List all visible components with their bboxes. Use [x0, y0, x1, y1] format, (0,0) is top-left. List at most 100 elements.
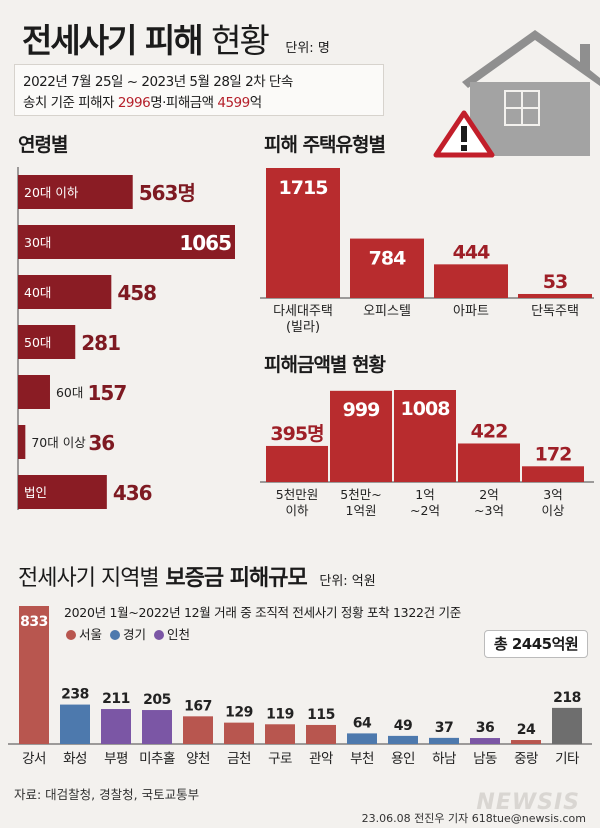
age-value-label: 436 [113, 481, 152, 505]
amount-category-label: 5천만원 이하 [276, 487, 318, 518]
region-bar [142, 710, 172, 744]
region-category-label: 하남 [432, 751, 456, 767]
region-bar [306, 724, 336, 744]
amount-bar [266, 445, 328, 482]
region-value-label: 205 [143, 692, 171, 708]
region-chart-title: 전세사기 지역별 보증금 피해규모 단위: 억원 [18, 560, 376, 592]
age-value-label: 1065 [179, 231, 231, 255]
type-bar [518, 293, 592, 298]
credit-line: 23.06.08 전진우 기자 618tue@newsis.com [361, 812, 586, 825]
amount-bar [394, 390, 456, 482]
region-value-label: 833 [20, 614, 48, 630]
region-category-label: 부평 [104, 751, 128, 767]
region-value-label: 211 [102, 691, 130, 707]
period-line: 2022년 7월 25일 ~ 2023년 5월 28일 2차 단속 [23, 74, 293, 90]
region-bar [183, 716, 213, 744]
region-bar [552, 707, 582, 744]
legend-gyeonggi: 경기 [110, 627, 146, 642]
age-category-label: 60대 [56, 385, 83, 400]
victims-count: 2996 [117, 95, 151, 111]
house-type-chart: 1715 다세대주택 (빌라) 784 오피스텔 444 아파트 53 단독주택 [260, 168, 594, 335]
region-value-label: 37 [435, 720, 453, 736]
age-value-label: 281 [81, 331, 120, 355]
title-unit: 단위: 명 [285, 41, 330, 56]
amount-category-label: 2억 ~3억 [474, 487, 504, 518]
region-value-label: 24 [517, 722, 536, 738]
age-category-label: 50대 [24, 335, 51, 350]
amount-value-label: 999 [343, 399, 380, 421]
amount-value-label: 422 [471, 420, 508, 442]
age-bar [18, 375, 50, 409]
age-value-label: 157 [87, 381, 126, 405]
damage-amount: 4599 [217, 95, 250, 111]
region-category-label: 금천 [227, 751, 251, 767]
amount-chart: 395명 5천만원 이하 999 5천만~ 1억원 1008 1억 ~2억 422 2억 ~3억 172… [260, 390, 594, 518]
amount-category-label: 3억 이상 [541, 487, 565, 518]
region-value-label: 36 [476, 720, 494, 736]
type-category-label: 단독주택 [531, 304, 579, 319]
amount-category-label: 5천만~ 1억원 [340, 487, 381, 518]
age-chart: 20대 이하 563명 30대 1065 40대 458 50대 281 60대 157 70대 이… [17, 167, 235, 510]
region-bar [388, 735, 418, 744]
region-title-bold: 보증금 피해규모 [165, 566, 307, 591]
legend-seoul: 서울 [66, 627, 102, 642]
region-value-label: 238 [61, 687, 89, 703]
amount-bar [458, 443, 520, 482]
region-bar [265, 724, 295, 744]
region-value-label: 119 [266, 706, 294, 722]
house-type-chart-title: 피해 주택유형별 [264, 134, 386, 156]
source-note: 자료: 대검찰청, 경찰청, 국토교통부 [14, 787, 200, 802]
type-value-label: 444 [453, 241, 490, 263]
region-category-label: 양천 [186, 751, 210, 767]
type-bar [266, 168, 340, 298]
age-value-label: 458 [117, 281, 156, 305]
region-bar [470, 738, 500, 744]
region-title-light: 전세사기 지역별 [18, 566, 160, 591]
region-bar [60, 704, 90, 744]
legend-incheon: 인천 [154, 627, 190, 642]
amount-unit: 억 [249, 95, 262, 111]
amount-value-label: 172 [535, 443, 572, 465]
age-value-label: 36 [88, 431, 114, 455]
region-bar [347, 733, 377, 744]
age-category-label: 20대 이하 [24, 185, 79, 200]
region-category-label: 관악 [309, 751, 333, 767]
region-bar [511, 740, 541, 744]
age-category-label: 30대 [24, 235, 51, 250]
type-bar [350, 238, 424, 298]
amount-value-label: 1008 [401, 398, 451, 420]
type-value-label: 53 [543, 271, 567, 293]
amount-bar [330, 390, 392, 482]
type-bar [434, 264, 508, 298]
age-bar [18, 325, 76, 359]
region-legend: 서울 경기 인천 [66, 624, 190, 643]
age-chart-title: 연령별 [18, 134, 68, 156]
house-icon [462, 30, 600, 156]
age-category-label: 70대 이상 [31, 435, 86, 450]
title-light: 현황 [211, 21, 270, 60]
region-bar [101, 709, 131, 744]
age-bar [18, 275, 112, 309]
region-note: 2020년 1월~2022년 12월 거래 중 조직적 전세사기 정황 포착 1… [64, 605, 461, 620]
age-bar [18, 425, 26, 459]
region-category-label: 용인 [391, 751, 415, 767]
region-bar [19, 606, 49, 744]
age-bar [18, 475, 107, 509]
region-bar [429, 737, 459, 744]
amount-value-label: 395명 [270, 423, 323, 445]
type-value-label: 784 [369, 248, 406, 270]
age-bar [18, 225, 235, 259]
amount-category-label: 1억 ~2억 [410, 487, 440, 518]
summary-line: 송치 기준 피해자 2996명·피해금액 4599억 [23, 91, 262, 111]
region-value-label: 167 [184, 698, 212, 714]
amount-chart-title: 피해금액별 현황 [264, 354, 386, 376]
region-value-label: 64 [353, 715, 372, 731]
amount-bar [522, 466, 584, 482]
region-category-label: 기타 [555, 751, 580, 767]
region-value-label: 218 [553, 690, 581, 706]
type-category-label: 오피스텔 [363, 304, 411, 319]
region-value-label: 115 [307, 707, 335, 723]
age-category-label: 40대 [24, 285, 51, 300]
warning-icon [433, 110, 495, 158]
age-category-label: 법인 [24, 485, 47, 500]
